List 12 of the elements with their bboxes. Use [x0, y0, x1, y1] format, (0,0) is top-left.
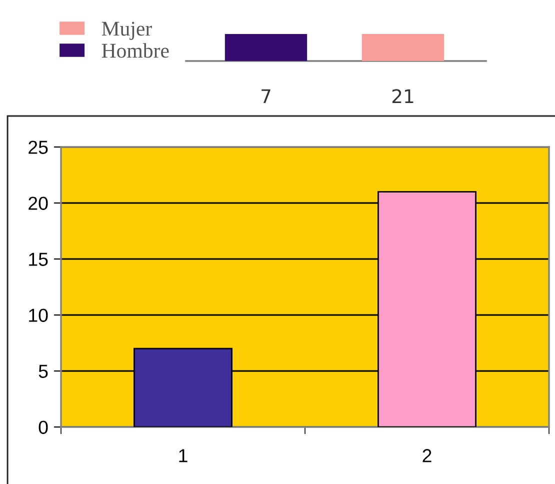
legend-label: Mujer — [102, 22, 152, 40]
y-tick-label: 0 — [38, 420, 48, 434]
legend-label: Hombre — [102, 43, 169, 58]
x-tick-label: 2 — [422, 449, 432, 462]
y-tick-label: 15 — [29, 252, 48, 266]
y-tick-label: 5 — [38, 364, 48, 378]
y-tick-label: 20 — [28, 196, 48, 210]
y-tick-label: 25 — [28, 140, 48, 154]
y-tick-label: 10 — [29, 308, 48, 322]
x-tick-label: 1 — [179, 449, 188, 462]
x-tick-label: 7 — [262, 89, 270, 104]
x-tick-label: 21 — [392, 89, 414, 104]
